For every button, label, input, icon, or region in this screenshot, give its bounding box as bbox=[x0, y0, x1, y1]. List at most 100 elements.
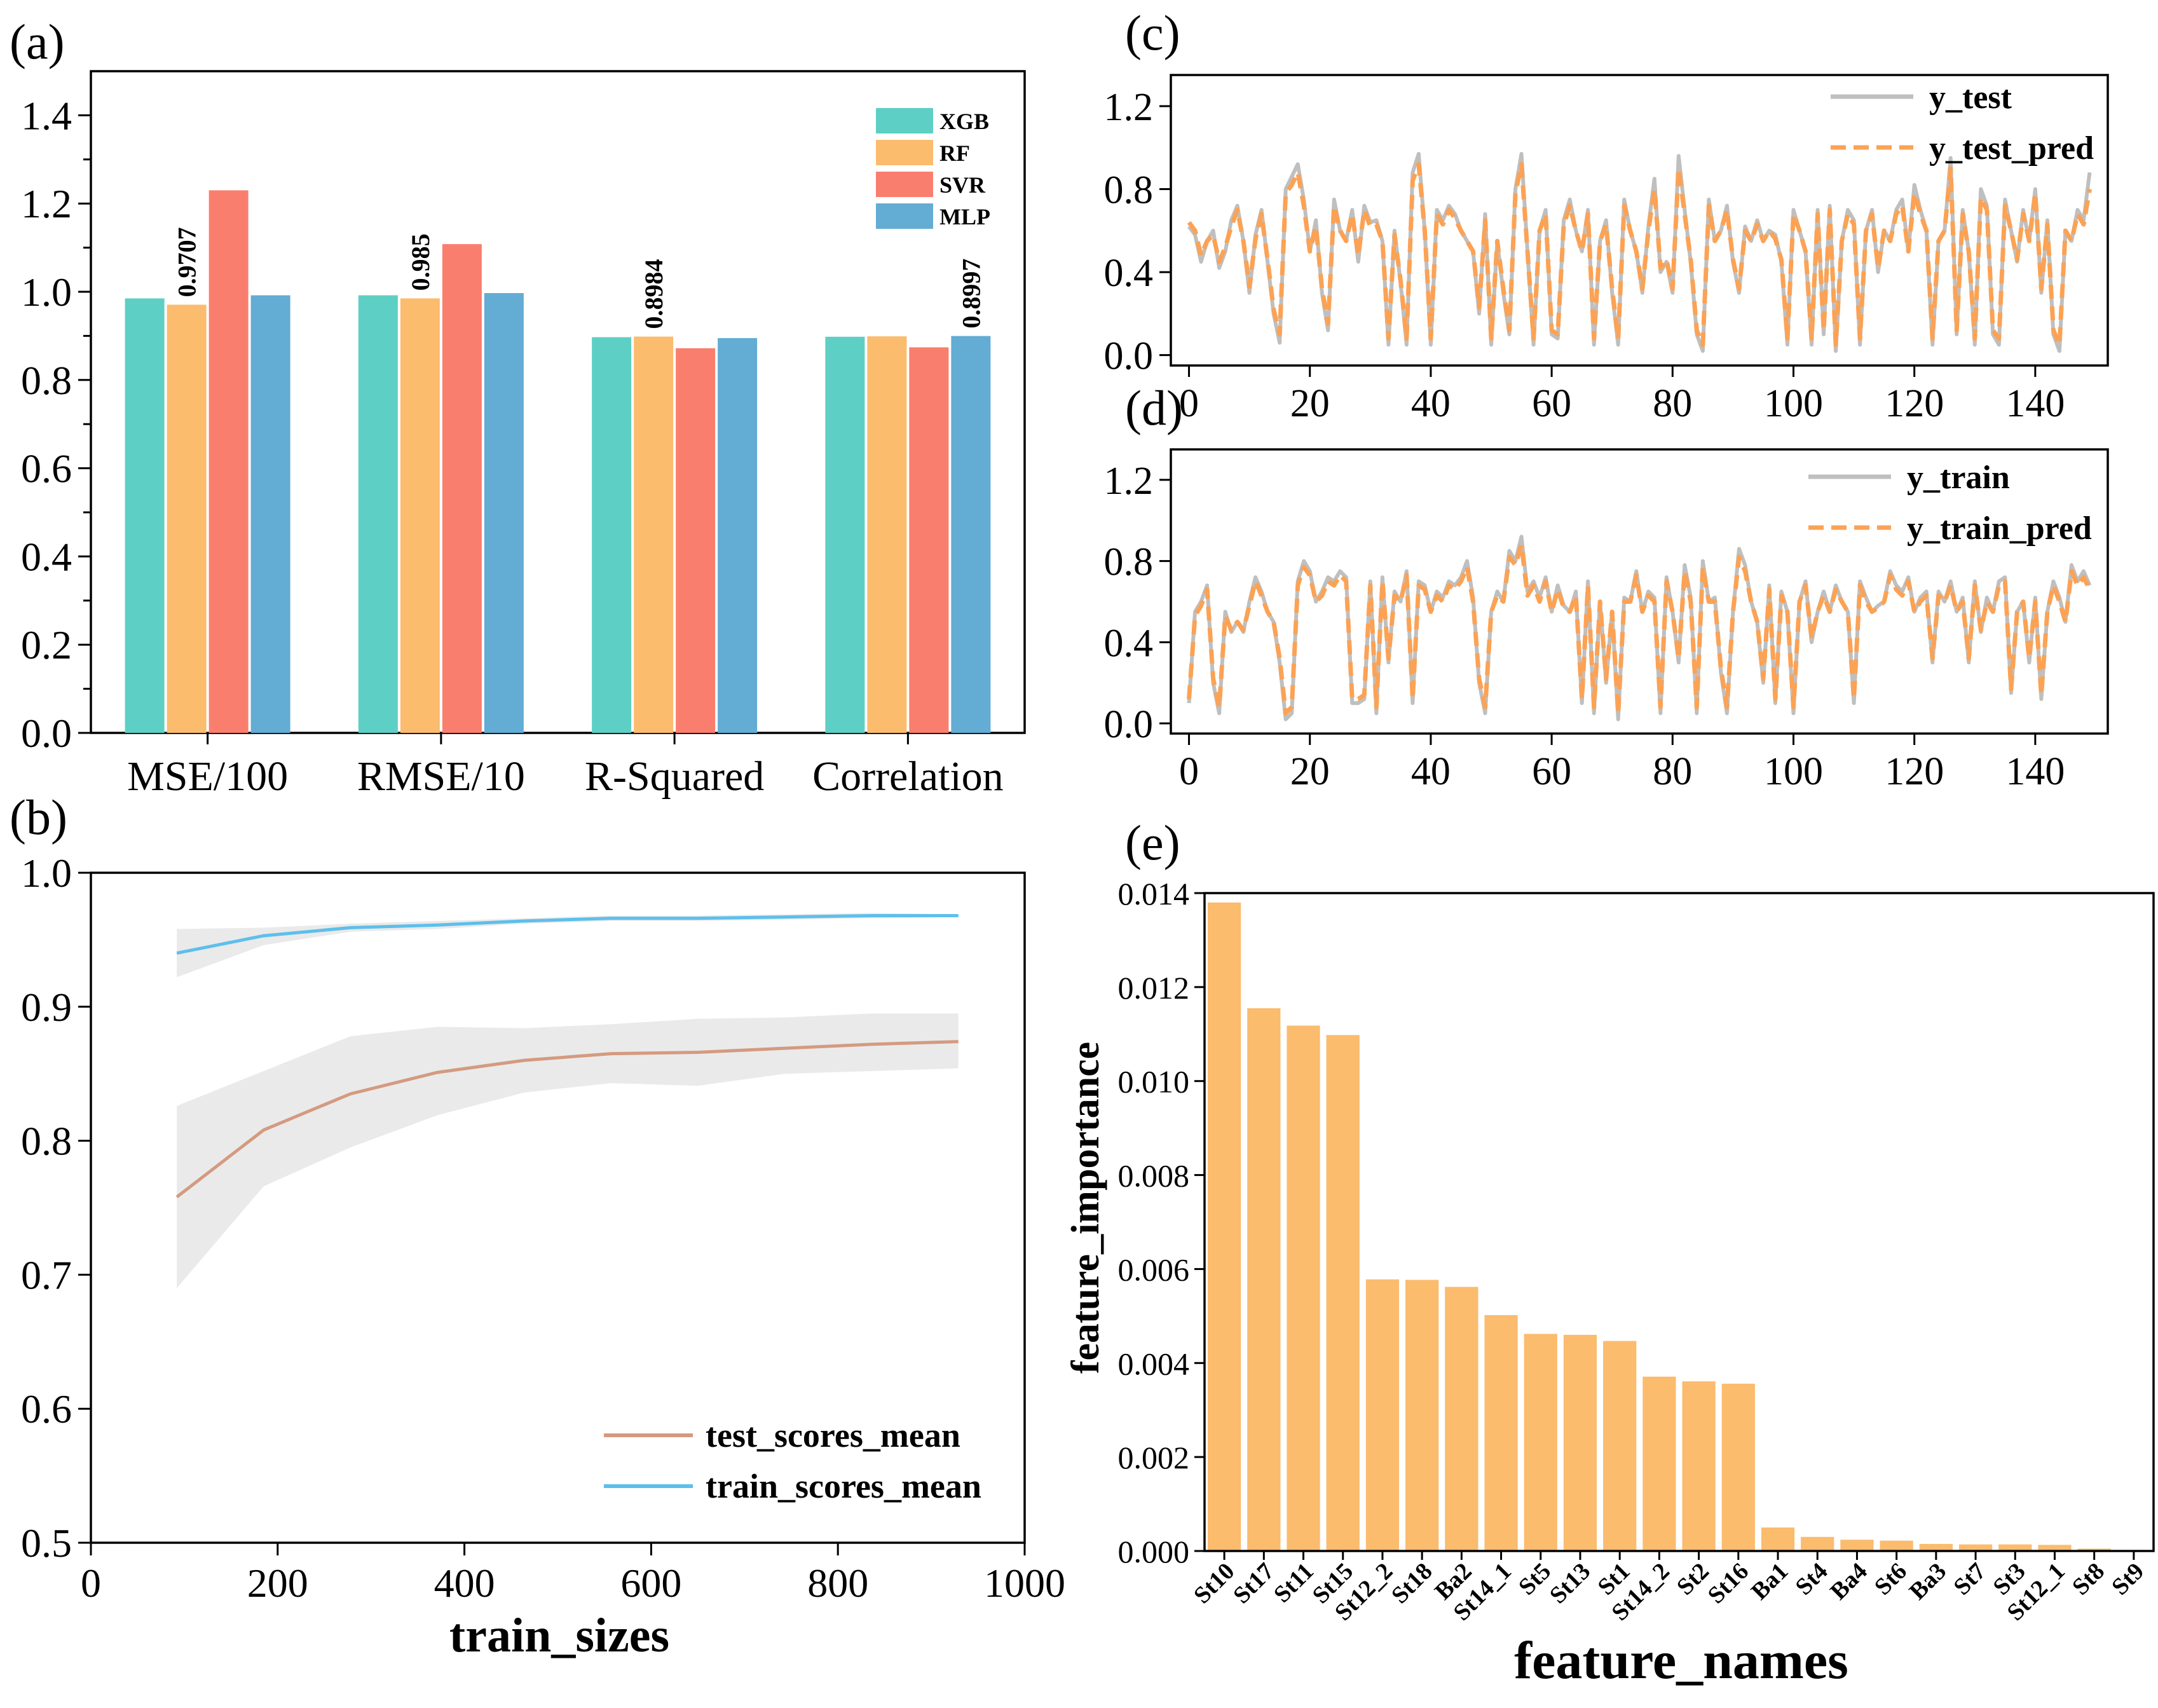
y-tick-label: 1.0 bbox=[21, 270, 72, 315]
x-tick-label: 20 bbox=[1290, 750, 1330, 793]
y-tick-label: 0.8 bbox=[1104, 541, 1154, 584]
feature-importance-chart: 0.000 0.002 0.004 0.006 0.008 0.010 0.012 0.014… bbox=[1118, 876, 2155, 1626]
bar-Ba3 bbox=[1919, 1543, 1953, 1551]
x-tick-label: 80 bbox=[1653, 750, 1692, 793]
bar-xgb bbox=[358, 295, 398, 733]
y-tick-label: 0.008 bbox=[1118, 1158, 1190, 1194]
line-y_train bbox=[1187, 535, 2092, 721]
y-tick-label: 0.8 bbox=[21, 358, 72, 403]
bar-Ba1 bbox=[1761, 1527, 1795, 1551]
panel-label-d: (d) bbox=[1125, 380, 1183, 435]
bar-St11 bbox=[1287, 1025, 1320, 1551]
test-prediction-chart: 0.0 0.4 0.8 1.2 0 20 40 60 80 100 120 140 y_test y_te… bbox=[1104, 74, 2109, 425]
legend-swatch-rf bbox=[876, 140, 933, 165]
data-label: 0.8984 bbox=[639, 259, 668, 329]
y-tick-label: 0.012 bbox=[1118, 970, 1190, 1006]
x-tick-label: RMSE/10 bbox=[357, 753, 525, 800]
x-tick-label: 0 bbox=[81, 1561, 101, 1606]
y-tick-label: 0.010 bbox=[1118, 1064, 1190, 1100]
line-train_scores_mean bbox=[176, 913, 959, 955]
bar-St13 bbox=[1563, 1334, 1597, 1551]
panel-frame bbox=[1170, 74, 2109, 367]
panel-label-a: (a) bbox=[10, 14, 65, 69]
bar-St16 bbox=[1721, 1383, 1755, 1551]
y-tick-label: 0.004 bbox=[1118, 1346, 1190, 1381]
bar-Ba4 bbox=[1840, 1540, 1874, 1551]
x-tick-label: 60 bbox=[1532, 382, 1571, 425]
bar-mlp bbox=[951, 336, 991, 733]
bar-St17 bbox=[1247, 1008, 1281, 1551]
x-tick-label: R-Squared bbox=[585, 753, 764, 800]
y-tick-label: 1.0 bbox=[21, 851, 72, 896]
x-tick-label: 20 bbox=[1290, 382, 1330, 425]
legend-label: y_train_pred bbox=[1907, 510, 2092, 547]
panel-label-b: (b) bbox=[10, 789, 67, 845]
bar-St8 bbox=[2077, 1548, 2111, 1551]
x-tick-label: 140 bbox=[2005, 750, 2065, 793]
x-tick-label: Ba1 bbox=[1746, 1558, 1794, 1606]
panel-a-frame bbox=[90, 70, 1026, 734]
x-tick-label: St7 bbox=[1948, 1558, 1991, 1601]
x-tick-label: 120 bbox=[1885, 382, 1944, 425]
x-tick-label: St16 bbox=[1703, 1558, 1754, 1609]
x-tick-label: St8 bbox=[2067, 1558, 2110, 1601]
bar-St12_1 bbox=[2038, 1545, 2072, 1551]
bar-St10 bbox=[1207, 902, 1241, 1551]
legend-label: test_scores_mean bbox=[706, 1416, 960, 1454]
bar-mlp bbox=[484, 293, 524, 733]
bar-xgb bbox=[592, 337, 632, 733]
x-tick-label: 100 bbox=[1764, 750, 1823, 793]
x-tick-label: Correlation bbox=[812, 753, 1004, 800]
y-tick-label: 0.000 bbox=[1118, 1534, 1190, 1569]
legend-label: y_test bbox=[1929, 79, 2012, 116]
y-tick-label: 0.9 bbox=[21, 985, 72, 1030]
bar-svr bbox=[208, 190, 249, 733]
band-test_scores_mean bbox=[177, 1013, 959, 1288]
bar-St6 bbox=[1880, 1540, 1913, 1551]
y-tick-label: 1.2 bbox=[1104, 86, 1154, 129]
panel-frame bbox=[1170, 448, 2109, 735]
x-tick-label: 40 bbox=[1411, 382, 1451, 425]
train-prediction-chart: 0.0 0.4 0.8 1.2 0 20 40 60 80 100 120 140 y_train y_t… bbox=[1104, 448, 2109, 793]
data-label: 0.9707 bbox=[173, 227, 201, 297]
x-tick-label: St11 bbox=[1269, 1558, 1319, 1608]
bar-St14_1 bbox=[1484, 1315, 1518, 1551]
panel-b-frame bbox=[90, 871, 1026, 1544]
x-tick-label: 800 bbox=[807, 1561, 868, 1606]
bar-mlp bbox=[718, 338, 758, 733]
data-label: 0.8997 bbox=[957, 259, 985, 329]
bar-svr bbox=[676, 348, 716, 733]
bar-St1 bbox=[1603, 1341, 1637, 1551]
x-tick-label: St17 bbox=[1228, 1558, 1279, 1609]
band-train_scores_mean bbox=[177, 913, 959, 978]
x-tick-label: St10 bbox=[1189, 1558, 1239, 1609]
y-tick-label: 0.2 bbox=[21, 622, 72, 667]
bar-chart-model-metrics: 0.0 0.2 0.4 0.6 0.8 1.0 1.2 1.4 MSE/100 RMSE/10 R-… bbox=[21, 70, 1026, 800]
bar-St7 bbox=[1958, 1544, 1993, 1551]
bar-Ba2 bbox=[1445, 1287, 1479, 1551]
x-tick-label: St9 bbox=[2107, 1558, 2149, 1601]
line-y_train_pred bbox=[1187, 542, 2092, 716]
y-tick-label: 0.4 bbox=[21, 534, 72, 579]
bar-rf bbox=[634, 336, 674, 733]
legend-label: RF bbox=[939, 140, 970, 166]
bar-St15 bbox=[1326, 1035, 1360, 1551]
y-tick-label: 0.8 bbox=[21, 1119, 72, 1164]
y-tick-label: 0.006 bbox=[1118, 1252, 1190, 1287]
bar-St18 bbox=[1405, 1280, 1439, 1551]
legend-label: MLP bbox=[939, 204, 990, 229]
line-test_scores_mean bbox=[175, 1040, 959, 1199]
x-tick-label: Ba3 bbox=[1904, 1558, 1952, 1606]
bar-svr bbox=[442, 244, 482, 734]
y-tick-label: 0.7 bbox=[21, 1252, 72, 1297]
y-tick-label: 0.002 bbox=[1118, 1440, 1190, 1475]
bar-rf bbox=[167, 304, 207, 733]
learning-curve-chart: 0.5 0.6 0.7 0.8 0.9 1.0 0 200 400 600 800 1000 test_… bbox=[21, 851, 1065, 1606]
y-tick-label: 0.014 bbox=[1118, 876, 1190, 912]
x-tick-label: MSE/100 bbox=[127, 753, 288, 800]
legend-label: SVR bbox=[939, 172, 986, 198]
panel-label-e: (e) bbox=[1125, 815, 1180, 870]
legend-label: y_train bbox=[1907, 460, 2010, 496]
x-tick-label: St6 bbox=[1869, 1558, 1912, 1601]
